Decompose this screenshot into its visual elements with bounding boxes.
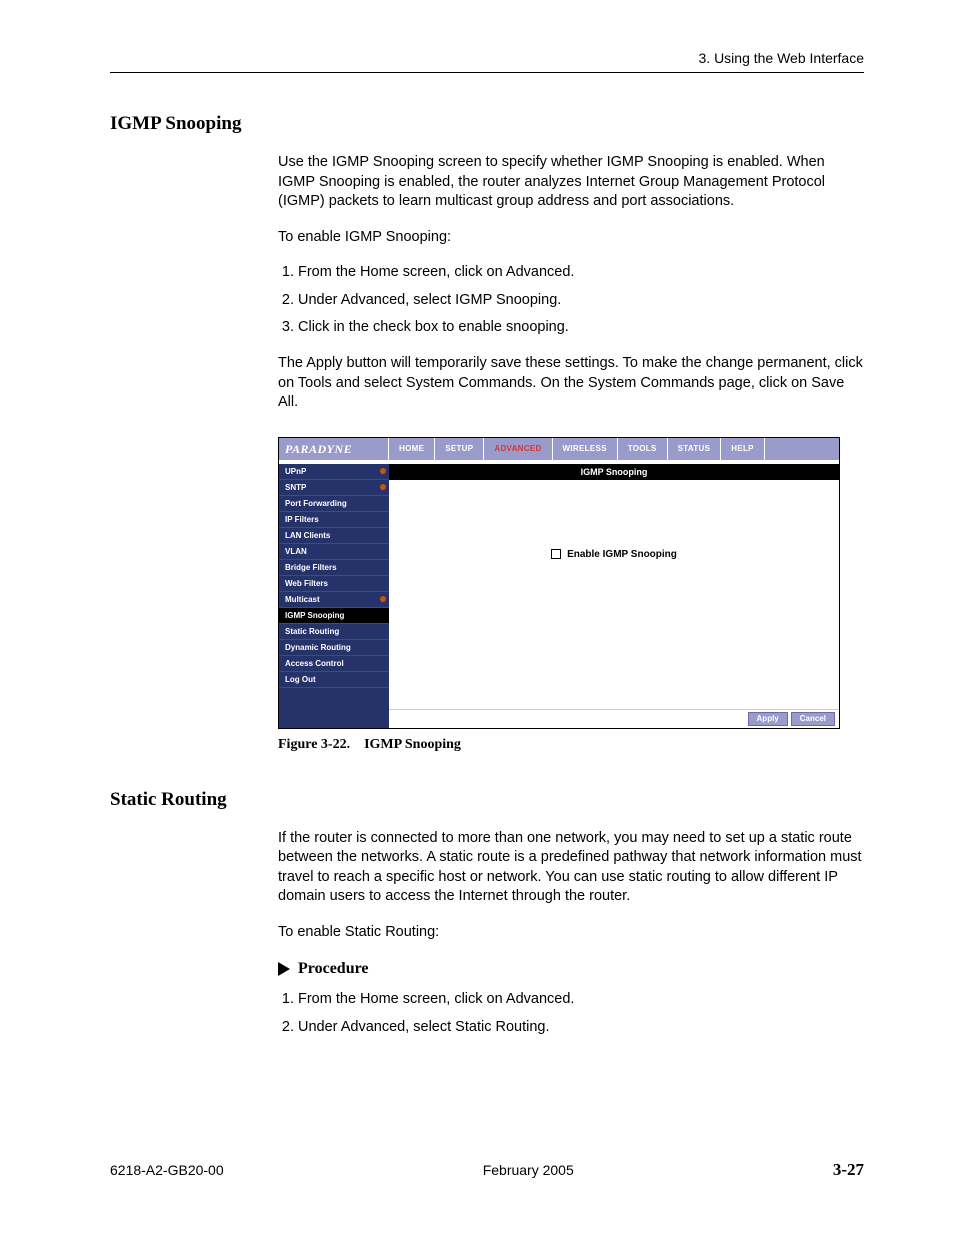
tab-home[interactable]: HOME — [389, 438, 435, 460]
sidebar-item-bridge-filters[interactable]: Bridge Filters — [279, 560, 389, 576]
sidebar-item-multicast[interactable]: Multicast — [279, 592, 389, 608]
step-item: From the Home screen, click on Advanced. — [298, 263, 864, 283]
section-heading-igmp: IGMP Snooping — [110, 113, 864, 135]
header-rule — [110, 72, 864, 73]
tab-advanced[interactable]: ADVANCED — [484, 438, 552, 460]
dot-icon — [380, 484, 386, 490]
sidebar-item-sntp[interactable]: SNTP — [279, 480, 389, 496]
sidebar-item-lan-clients[interactable]: LAN Clients — [279, 528, 389, 544]
cancel-button[interactable]: Cancel — [791, 712, 835, 726]
tab-status[interactable]: STATUS — [668, 438, 722, 460]
section-heading-static-routing: Static Routing — [110, 789, 864, 811]
figure-igmp-screenshot: PARADYNE HOME SETUP ADVANCED WIRELESS TO… — [278, 437, 840, 729]
figure-caption: Figure 3-22. IGMP Snooping — [278, 737, 864, 753]
para-static-enable: To enable Static Routing: — [278, 923, 864, 943]
sidebar-item-vlan[interactable]: VLAN — [279, 544, 389, 560]
tab-tools[interactable]: TOOLS — [618, 438, 668, 460]
panel-title: IGMP Snooping — [389, 464, 839, 480]
step-item: Under Advanced, select Static Routing. — [298, 1018, 864, 1038]
dot-icon — [380, 468, 386, 474]
tab-wireless[interactable]: WIRELESS — [553, 438, 618, 460]
tab-setup[interactable]: SETUP — [435, 438, 484, 460]
tab-bar: HOME SETUP ADVANCED WIRELESS TOOLS STATU… — [389, 438, 839, 460]
sidebar-item-port-forwarding[interactable]: Port Forwarding — [279, 496, 389, 512]
footer-date: February 2005 — [483, 1162, 574, 1178]
page-number: 3-27 — [833, 1160, 864, 1180]
logo-paradyne: PARADYNE — [279, 438, 389, 460]
doc-id: 6218-A2-GB20-00 — [110, 1162, 224, 1178]
sidebar-item-igmp-snooping[interactable]: IGMP Snooping — [279, 608, 389, 624]
chapter-label: 3. Using the Web Interface — [110, 50, 864, 66]
sidebar-item-static-routing[interactable]: Static Routing — [279, 624, 389, 640]
procedure-label: Procedure — [298, 958, 369, 980]
dot-icon — [380, 596, 386, 602]
enable-igmp-checkbox[interactable] — [551, 549, 561, 559]
steps-static: From the Home screen, click on Advanced.… — [278, 990, 864, 1037]
sidebar-item-web-filters[interactable]: Web Filters — [279, 576, 389, 592]
step-item: From the Home screen, click on Advanced. — [298, 990, 864, 1010]
step-item: Click in the check box to enable snoopin… — [298, 318, 864, 338]
sidebar-item-dynamic-routing[interactable]: Dynamic Routing — [279, 640, 389, 656]
tab-help[interactable]: HELP — [721, 438, 765, 460]
triangle-icon — [278, 962, 290, 976]
para-igmp-apply: The Apply button will temporarily save t… — [278, 354, 864, 413]
apply-button[interactable]: Apply — [748, 712, 788, 726]
sidebar-item-ip-filters[interactable]: IP Filters — [279, 512, 389, 528]
sidebar-item-log-out[interactable]: Log Out — [279, 672, 389, 688]
steps-igmp: From the Home screen, click on Advanced.… — [278, 263, 864, 338]
para-igmp-intro: Use the IGMP Snooping screen to specify … — [278, 153, 864, 212]
sidebar: UPnP SNTP Port Forwarding IP Filters LAN… — [279, 464, 389, 728]
para-igmp-enable: To enable IGMP Snooping: — [278, 228, 864, 248]
sidebar-item-access-control[interactable]: Access Control — [279, 656, 389, 672]
checkbox-label: Enable IGMP Snooping — [567, 549, 677, 560]
step-item: Under Advanced, select IGMP Snooping. — [298, 291, 864, 311]
para-static-intro: If the router is connected to more than … — [278, 829, 864, 907]
sidebar-item-upnp[interactable]: UPnP — [279, 464, 389, 480]
